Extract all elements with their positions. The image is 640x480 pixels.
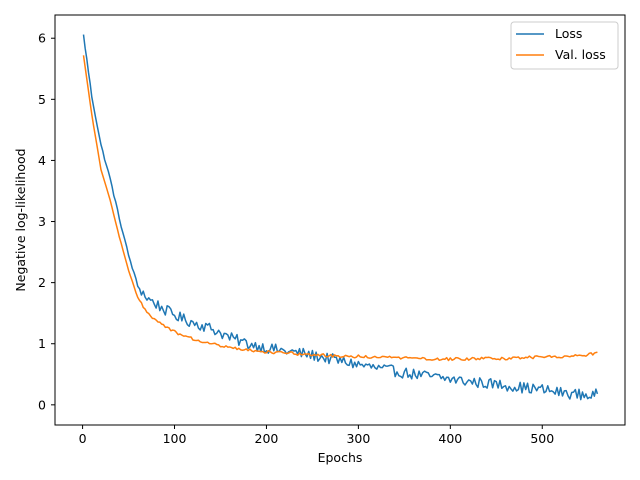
series-line-val-loss — [82, 55, 598, 362]
x-tick-label: 500 — [530, 431, 554, 446]
x-tick-label: 0 — [79, 431, 87, 446]
legend-label-val-loss: Val. loss — [555, 47, 606, 62]
x-axis: 0 100 200 300 400 500 — [79, 425, 554, 446]
x-axis-label: Epochs — [318, 450, 363, 465]
series-layer — [82, 34, 599, 401]
plot-background — [55, 15, 625, 425]
y-axis: 0 1 2 3 4 5 6 — [38, 31, 55, 412]
series-line-loss — [82, 34, 599, 401]
legend-label-loss: Loss — [555, 26, 582, 41]
x-tick-label: 300 — [346, 431, 370, 446]
y-tick-label: 1 — [38, 336, 46, 351]
x-tick-label: 200 — [255, 431, 279, 446]
y-axis-label: Negative log-likelihood — [13, 148, 28, 291]
y-tick-label: 3 — [38, 214, 46, 229]
x-tick-label: 400 — [438, 431, 462, 446]
x-tick-label: 100 — [163, 431, 187, 446]
y-tick-label: 6 — [38, 31, 46, 46]
y-tick-label: 0 — [38, 397, 46, 412]
legend: Loss Val. loss — [510, 21, 619, 70]
y-tick-label: 4 — [38, 153, 46, 168]
y-tick-label: 2 — [38, 275, 46, 290]
plot-frame — [54, 14, 626, 426]
y-tick-label: 5 — [38, 92, 46, 107]
